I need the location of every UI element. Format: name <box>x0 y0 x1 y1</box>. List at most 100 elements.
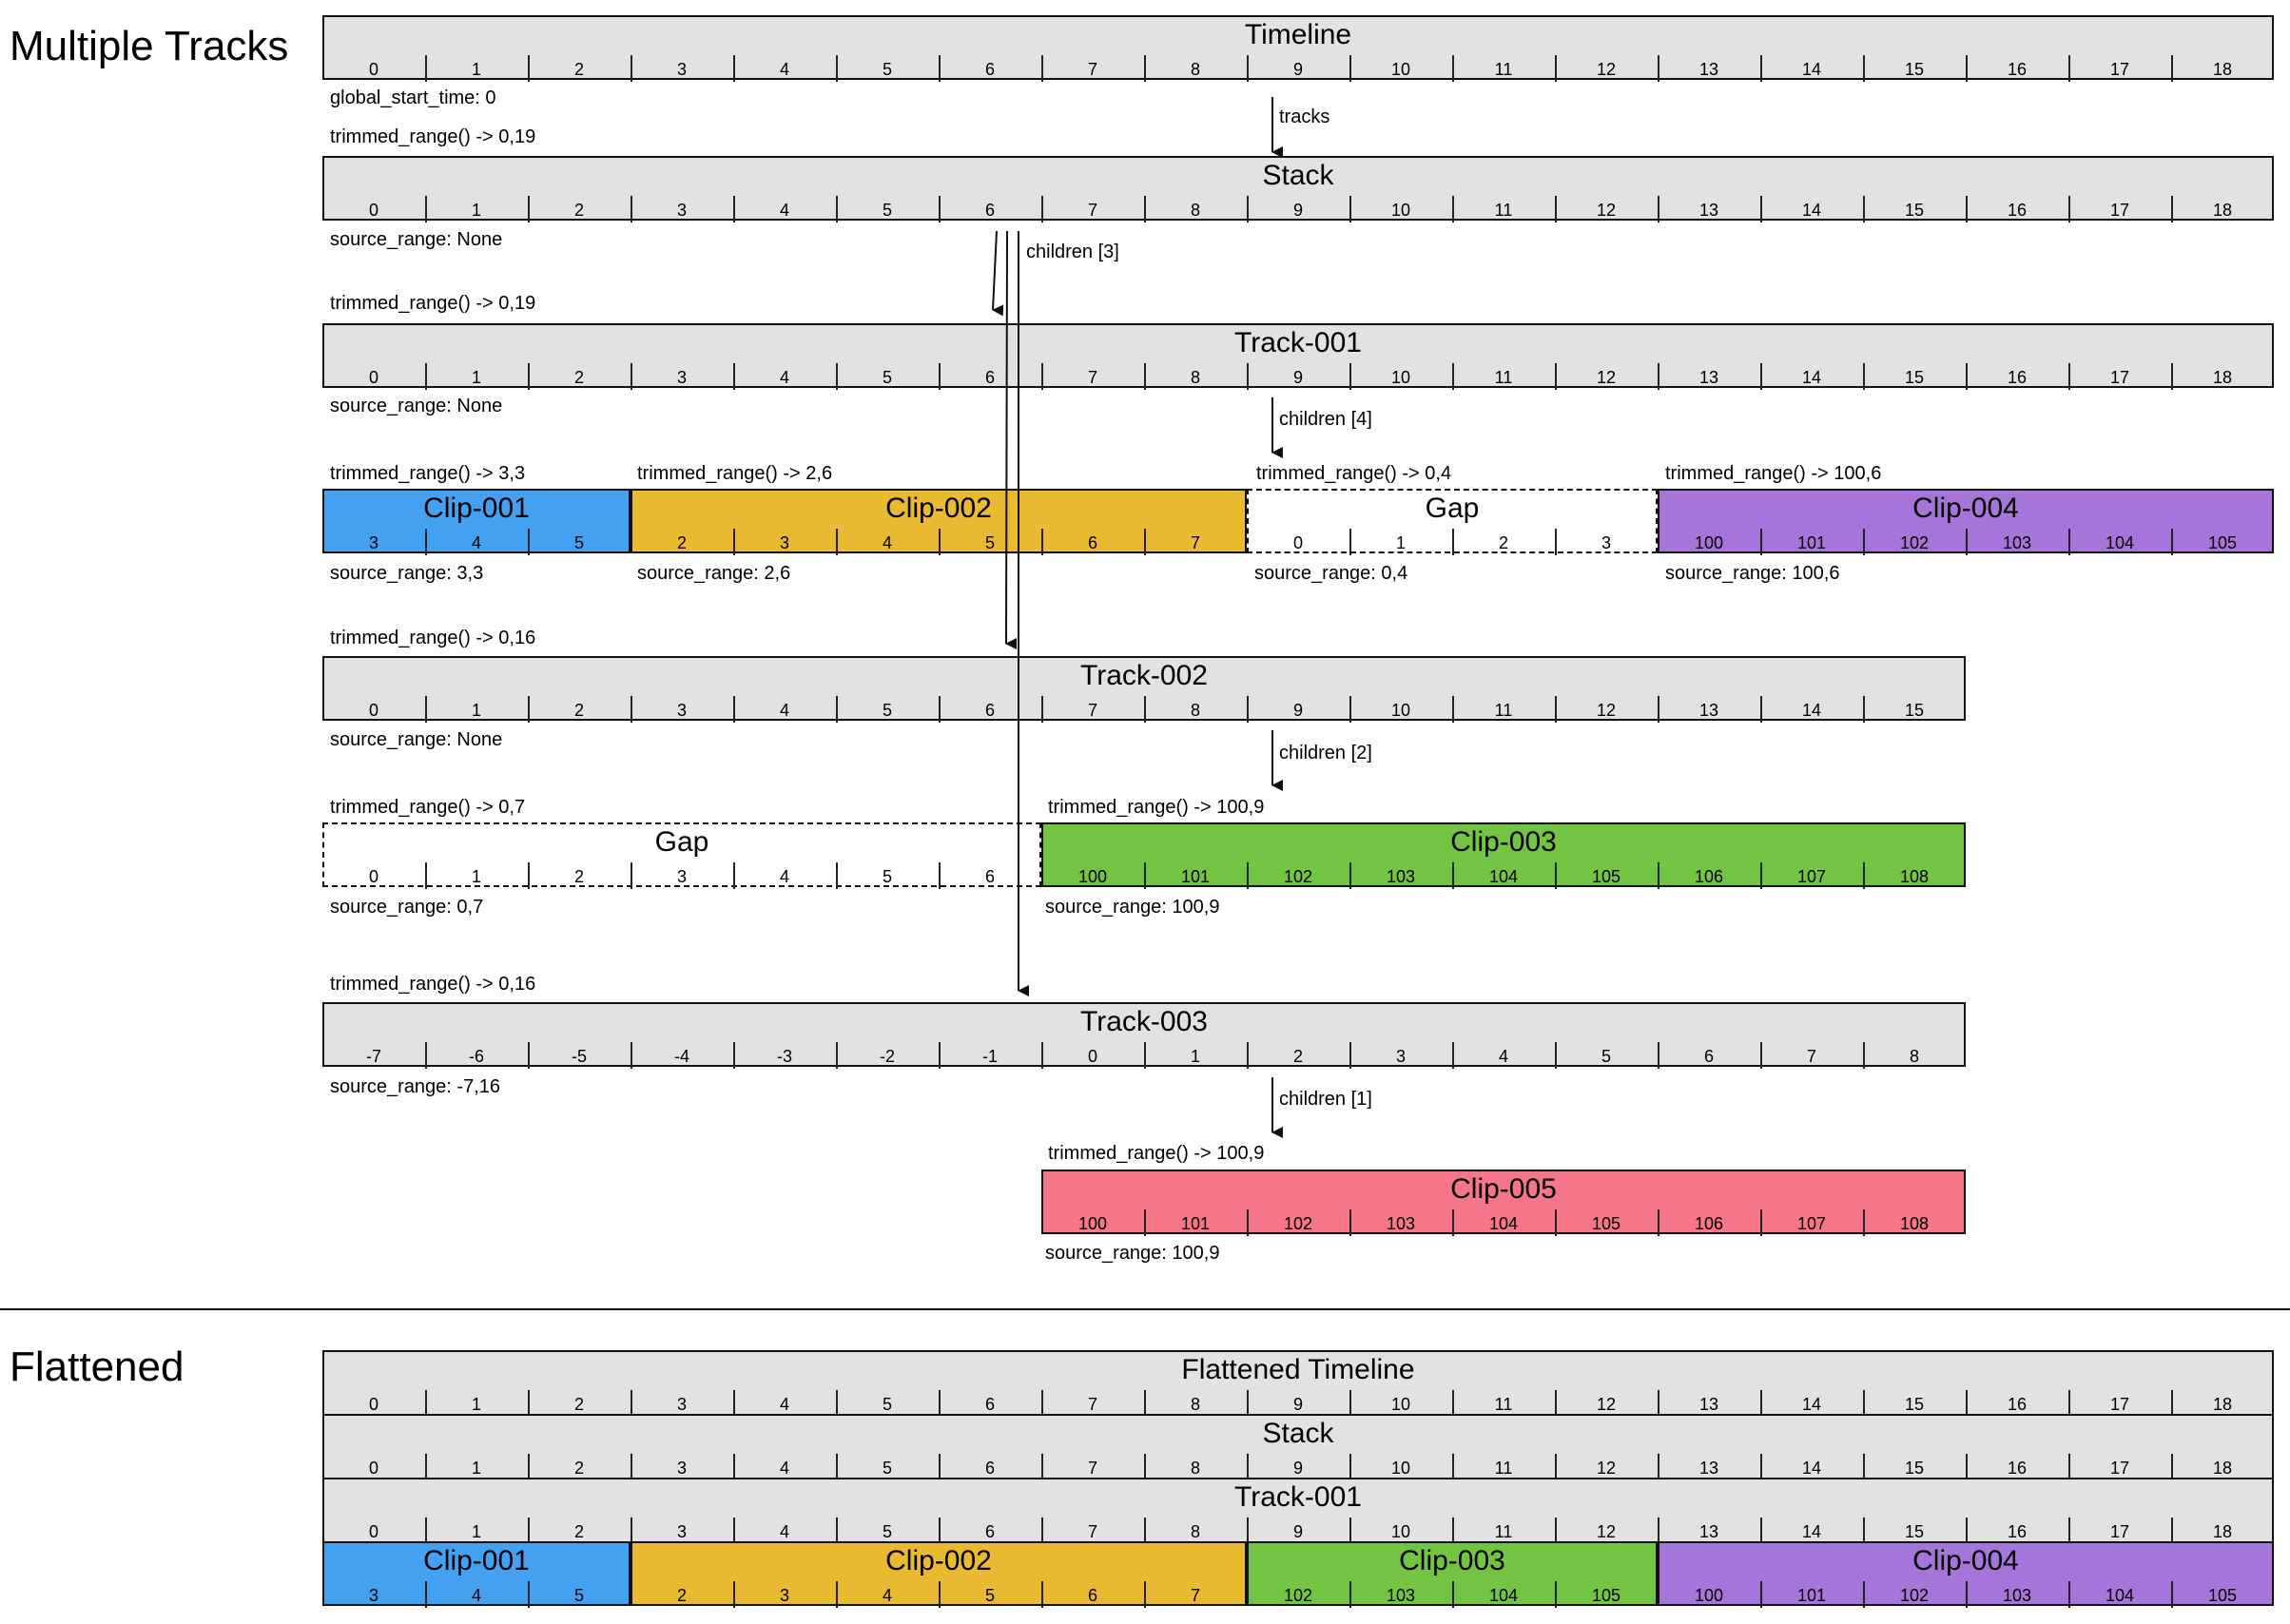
box-title: Clip-001 <box>423 1545 530 1576</box>
tick-mark <box>425 1390 427 1417</box>
section-divider <box>0 1308 2290 1310</box>
tick-label: 18 <box>2212 368 2233 387</box>
tick-mark <box>2068 529 2070 555</box>
tick-label: 3 <box>779 1586 789 1605</box>
tick-label: 17 <box>2109 1459 2130 1478</box>
label-children1: children [1] <box>1279 1089 1372 1110</box>
tick-mark <box>1555 1581 1557 1608</box>
tick-label: 9 <box>1292 201 1303 220</box>
label-t3-source: source_range: -7,16 <box>330 1076 501 1097</box>
tick-mark <box>528 529 530 555</box>
tick-label: 101 <box>1180 1214 1211 1233</box>
tick-label: 3 <box>368 533 378 552</box>
tick-label: 1 <box>471 368 481 387</box>
tick-mark <box>836 196 838 222</box>
tick-label: 10 <box>1390 1395 1411 1414</box>
tick-label: 2 <box>573 867 584 886</box>
tick-label: 0 <box>368 201 378 220</box>
tick-label: 18 <box>2212 1522 2233 1541</box>
tick-label: 3 <box>676 60 687 79</box>
tick-mark <box>528 696 530 723</box>
tick-mark <box>733 55 735 82</box>
tick-mark <box>1555 1390 1557 1417</box>
tick-mark <box>2068 196 2070 222</box>
tick-mark <box>1349 1042 1351 1069</box>
tick-mark <box>2171 363 2173 390</box>
tick-label: 8 <box>1190 1459 1200 1478</box>
box-title: Clip-004 <box>1912 493 2019 524</box>
tick-mark <box>1247 1390 1249 1417</box>
tick-label: 106 <box>1694 1214 1724 1233</box>
tick-mark <box>1144 55 1146 82</box>
tick-label: 107 <box>1796 1214 1827 1233</box>
tick-mark <box>2171 1390 2173 1417</box>
tick-mark <box>1760 1209 1762 1236</box>
tick-label: 17 <box>2109 1522 2130 1541</box>
tick-mark <box>1349 363 1351 390</box>
tick-label: 6 <box>984 60 995 79</box>
tick-label: 7 <box>1087 1522 1097 1541</box>
tick-mark <box>1452 1581 1454 1608</box>
tick-label: 9 <box>1292 60 1303 79</box>
tick-mark <box>2171 196 2173 222</box>
tick-label: 13 <box>1698 1522 1719 1541</box>
tick-label: 103 <box>1386 867 1416 886</box>
tick-mark <box>1247 55 1249 82</box>
label-c5-trimmed: trimmed_range() -> 100,9 <box>1048 1143 1265 1164</box>
tick-label: -2 <box>879 1047 895 1066</box>
tick-mark <box>425 1581 427 1608</box>
tick-label: 1 <box>471 867 481 886</box>
tick-label: 3 <box>676 1522 687 1541</box>
tick-label: 8 <box>1909 1047 1919 1066</box>
tick-mark <box>1863 196 1865 222</box>
tick-label: 6 <box>984 1459 995 1478</box>
tick-label: 102 <box>1283 867 1313 886</box>
box-title: Track-001 <box>1234 327 1362 358</box>
tick-label: 0 <box>368 368 378 387</box>
tick-mark <box>1247 1042 1249 1069</box>
tick-label: 4 <box>779 1395 789 1414</box>
label-g1-source: source_range: 0,4 <box>1254 563 1408 584</box>
tick-mark <box>1966 1390 1968 1417</box>
tick-mark <box>1760 1454 1762 1480</box>
tick-mark <box>836 55 838 82</box>
tick-mark <box>2068 363 2070 390</box>
tick-mark <box>1452 862 1454 889</box>
tick-mark <box>425 696 427 723</box>
box-title: Clip-004 <box>1912 1545 2019 1576</box>
box-title: Clip-001 <box>423 493 530 524</box>
tick-mark <box>939 1581 941 1608</box>
tick-label: 2 <box>573 701 584 720</box>
tick-mark <box>1658 1518 1659 1544</box>
tick-label: 13 <box>1698 1395 1719 1414</box>
tick-mark <box>733 1042 735 1069</box>
tick-label: 10 <box>1390 201 1411 220</box>
tick-mark <box>631 862 632 889</box>
tick-mark <box>425 1454 427 1480</box>
tick-mark <box>733 1454 735 1480</box>
tick-label: 106 <box>1694 867 1724 886</box>
tick-mark <box>1555 363 1557 390</box>
tick-mark <box>1349 1518 1351 1544</box>
label-c1-trimmed: trimmed_range() -> 3,3 <box>330 463 526 484</box>
tick-label: 5 <box>1601 1047 1611 1066</box>
tick-label: 14 <box>1801 368 1822 387</box>
tick-mark <box>1555 529 1557 555</box>
tick-label: 8 <box>1190 368 1200 387</box>
tick-label: 2 <box>573 1522 584 1541</box>
tick-mark <box>1144 1518 1146 1544</box>
tick-mark <box>1863 696 1865 723</box>
tick-mark <box>733 862 735 889</box>
tick-label: 16 <box>2007 201 2028 220</box>
label-global-start: global_start_time: 0 <box>330 87 496 108</box>
tick-label: 5 <box>882 1522 892 1541</box>
tick-label: 14 <box>1801 201 1822 220</box>
box-title: Timeline <box>1244 19 1352 50</box>
tick-mark <box>1144 529 1146 555</box>
tick-label: 15 <box>1904 1459 1925 1478</box>
tick-mark <box>1144 862 1146 889</box>
stack-to-track-001-arrow <box>992 230 1004 317</box>
tick-mark <box>939 1390 941 1417</box>
tick-mark <box>1041 1390 1043 1417</box>
tick-mark <box>1041 1518 1043 1544</box>
